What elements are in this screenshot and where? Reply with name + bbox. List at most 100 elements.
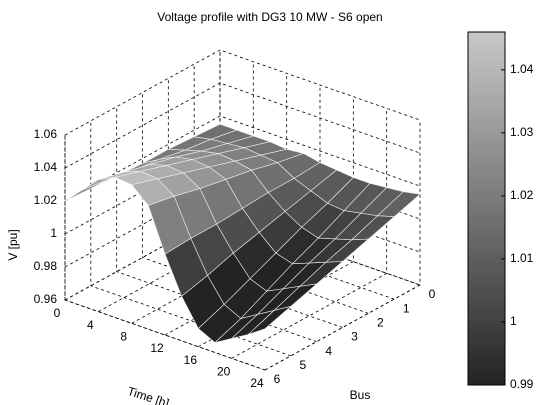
z-axis-label: V [pu] <box>6 229 20 260</box>
colorbar-band <box>468 84 505 92</box>
z-grid-line <box>64 49 421 136</box>
colorbar-band <box>468 361 505 368</box>
y-tick-label: 1 <box>403 301 410 315</box>
colorbar-band <box>468 349 505 357</box>
colorbar-band <box>468 261 505 268</box>
colorbar-band <box>468 167 505 174</box>
z-tick-label: 0.98 <box>34 259 58 273</box>
colorbar-band <box>468 273 505 280</box>
colorbar-band <box>468 137 505 145</box>
colorbar-band <box>468 96 505 104</box>
colorbar-band <box>468 184 505 192</box>
colorbar-band <box>468 149 505 157</box>
colorbar-band <box>468 255 505 262</box>
colorbar-band <box>468 279 505 286</box>
colorbar-band <box>468 314 505 321</box>
colorbar-band <box>468 32 505 39</box>
colorbar-band <box>468 237 505 245</box>
surface-face <box>64 179 108 202</box>
axis-edge <box>64 299 266 371</box>
colorbar-band <box>468 155 505 162</box>
colorbar-band <box>468 308 505 315</box>
colorbar-band <box>468 90 505 98</box>
colorbar-band <box>468 373 505 380</box>
z-tick-label: 1 <box>50 226 57 240</box>
colorbar-band <box>468 173 505 180</box>
z-tick-label: 0.96 <box>34 292 58 306</box>
colorbar-tick-label: 1.03 <box>510 125 534 139</box>
x-tick-label: 16 <box>184 353 198 367</box>
colorbar-tick-label: 1.01 <box>510 251 534 265</box>
colorbar-band <box>468 202 505 209</box>
colorbar-band <box>468 132 505 139</box>
y-tick-label: 2 <box>377 316 384 330</box>
colorbar-band <box>468 337 505 345</box>
colorbar-band <box>468 37 505 45</box>
colorbar-band <box>468 284 505 292</box>
colorbar-band <box>468 332 505 339</box>
x-tick-label: 12 <box>150 341 164 355</box>
colorbar-band <box>468 43 505 51</box>
x-tick-label: 20 <box>217 365 231 379</box>
colorbar-band <box>468 214 505 221</box>
colorbar-band <box>468 326 505 333</box>
colorbar-tick-label: 1.02 <box>510 188 534 202</box>
colorbar-tick-label: 1 <box>510 314 517 328</box>
colorbar-band <box>468 126 505 133</box>
colorbar-band <box>468 320 505 327</box>
colorbar-band <box>468 79 505 86</box>
y-tick-label: 6 <box>274 372 281 386</box>
colorbar-band <box>468 302 505 310</box>
colorbar-band <box>468 73 505 80</box>
z-grid-line <box>64 115 421 202</box>
colorbar-band <box>468 243 505 251</box>
z-tick-label: 1.02 <box>34 193 58 207</box>
colorbar-tick-label: 1.04 <box>510 62 534 76</box>
colorbar-band <box>468 296 505 304</box>
colorbar-band <box>468 102 505 109</box>
colorbar-band <box>468 343 505 351</box>
colorbar-band <box>468 190 505 198</box>
colorbar-band <box>468 143 505 151</box>
z-tick-label: 1.04 <box>34 160 58 174</box>
y-tick-label: 3 <box>351 330 358 344</box>
y-tick-label: 0 <box>429 287 436 301</box>
colorbar-band <box>468 114 505 121</box>
x-tick-label: 8 <box>120 330 127 344</box>
x-tick-label: 24 <box>250 376 264 390</box>
colorbar-band <box>468 161 505 168</box>
y-grid-line <box>116 106 317 343</box>
colorbar-band <box>468 61 505 68</box>
y-tick-label: 5 <box>299 358 306 372</box>
colorbar-band <box>468 208 505 215</box>
colorbar-band <box>468 108 505 115</box>
colorbar-band <box>468 49 505 57</box>
colorbar-band <box>468 355 505 362</box>
y-grid-line <box>142 92 343 328</box>
colorbar-band <box>468 232 505 239</box>
y-axis-label: Bus <box>350 388 371 402</box>
y-tick-label: 4 <box>325 344 332 358</box>
x-tick-label: 4 <box>87 318 94 332</box>
colorbar-band <box>468 220 505 227</box>
surface-face <box>248 306 292 335</box>
colorbar-band <box>468 196 505 204</box>
colorbar-frame <box>467 31 506 386</box>
x-grid-line <box>198 96 354 348</box>
colorbar-band <box>468 67 505 74</box>
colorbar-band <box>468 55 505 62</box>
colorbar-band <box>468 367 505 374</box>
colorbar-band <box>468 249 505 257</box>
x-axis-label: Time [h] <box>126 384 171 405</box>
x-grid-line <box>231 108 388 359</box>
colorbar-band <box>468 179 505 186</box>
colorbar-band <box>468 290 505 298</box>
colorbar-band <box>468 379 505 386</box>
colorbar-tick-label: 0.99 <box>510 377 534 391</box>
y-grid-line <box>90 120 291 357</box>
colorbar-band <box>468 120 505 127</box>
colorbar-band <box>468 226 505 233</box>
z-tick-label: 1.06 <box>34 127 58 141</box>
colorbar-band <box>468 267 505 274</box>
